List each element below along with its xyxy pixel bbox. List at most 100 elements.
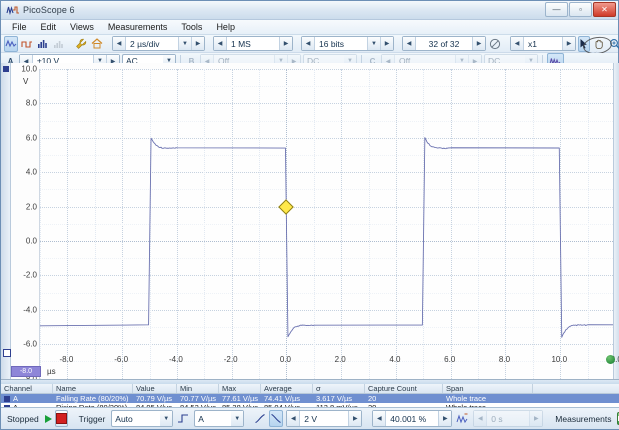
no-entry-icon[interactable] <box>488 36 502 52</box>
cursor-arrow-icon[interactable] <box>578 35 590 52</box>
xy-mode-button[interactable] <box>52 36 66 52</box>
timebase-control[interactable]: ◀ 2 µs/div ▼ ▶ <box>112 36 205 51</box>
right-scroll-bar[interactable] <box>613 63 619 379</box>
menu-item-tools[interactable]: Tools <box>181 22 203 32</box>
channel-a-top-marker[interactable] <box>2 66 9 72</box>
resolution-value[interactable]: 16 bits <box>315 37 367 50</box>
channel-c-icon[interactable]: C <box>365 54 380 68</box>
zoom-factor-next-button[interactable]: ▶ <box>562 37 575 50</box>
zoom-factor-control[interactable]: ◀ x1 ▶ <box>510 36 576 51</box>
main-toolbar: ◀ 2 µs/div ▼ ▶ ◀ 1 MS ▶ ◀ 16 bits ▼ ▶ ◀ … <box>1 35 619 64</box>
magnifier-plus-icon[interactable] <box>608 36 619 52</box>
gridline-vertical-minor <box>259 69 261 413</box>
close-button[interactable]: ✕ <box>593 2 616 17</box>
post-trigger-value[interactable]: 0 s <box>487 411 530 426</box>
pretrigger-prev-button[interactable]: ◀ <box>373 411 387 426</box>
resolution-next-button[interactable]: ▶ <box>380 37 393 50</box>
trigger-level-prev-button[interactable]: ◀ <box>287 411 301 426</box>
x-axis-scroll-thumb[interactable]: -8.0 <box>11 366 41 377</box>
add-measurement-icon[interactable] <box>616 412 619 425</box>
spectrum-mode-button[interactable] <box>20 36 34 52</box>
trigger-level-control[interactable]: ◀ 2 V ▶ <box>286 410 363 427</box>
play-triangle-icon[interactable] <box>44 410 53 427</box>
menu-item-file[interactable]: File <box>12 22 27 32</box>
channel-b-icon[interactable]: B <box>184 54 199 68</box>
column-header-name[interactable]: Name <box>53 384 133 393</box>
home-button[interactable] <box>90 36 104 52</box>
table-row[interactable]: A Falling Rate (80/20%) 70.79 V/µs 70.77… <box>1 394 619 403</box>
y-axis-tick: 4.0 <box>25 167 37 177</box>
samples-prev-button[interactable]: ◀ <box>214 37 227 50</box>
hand-icon[interactable] <box>592 36 606 52</box>
column-header-value[interactable]: Value <box>133 384 177 393</box>
timebase-dropdown-icon[interactable]: ▼ <box>178 37 191 50</box>
coupling-b-value[interactable]: DC <box>307 56 320 66</box>
column-header-span[interactable]: Span <box>443 384 533 393</box>
post-trigger-prev-button[interactable]: ◀ <box>474 411 488 426</box>
rising-edge-icon[interactable] <box>176 410 191 427</box>
trigger-mode-combo[interactable]: Auto ▼ <box>111 410 174 427</box>
samples-next-button[interactable]: ▶ <box>279 37 292 50</box>
trigger-source-value[interactable]: A <box>198 413 204 424</box>
samples-value[interactable]: 1 MS <box>227 37 279 50</box>
column-header-min[interactable]: Min <box>177 384 219 393</box>
trigger-level-value[interactable]: 2 V <box>300 411 349 426</box>
gridline-horizontal <box>40 103 615 105</box>
resolution-prev-button[interactable]: ◀ <box>302 37 315 50</box>
gridline-horizontal-minor <box>40 155 615 156</box>
coupling-c-value[interactable]: DC <box>488 56 501 66</box>
column-header-capture-count[interactable]: Capture Count <box>365 384 443 393</box>
timebase-value[interactable]: 2 µs/div <box>126 37 178 50</box>
channel-c-range-control[interactable]: ◀ Off ▼ ▶ <box>381 53 482 69</box>
trigger-mode-value[interactable]: Auto <box>115 413 133 424</box>
advanced-trigger-icon[interactable] <box>455 410 470 427</box>
menu-item-help[interactable]: Help <box>216 22 235 32</box>
row-enabled-checkbox[interactable] <box>4 396 10 402</box>
stop-square-icon[interactable] <box>54 410 68 427</box>
scope-view: 10.08.06.04.02.00.0-2.0-4.0-6.0-8.0-10.0… <box>1 63 619 418</box>
buffer-prev-button[interactable]: ◀ <box>403 37 416 50</box>
pretrigger-control[interactable]: ◀ 40.001 % ▶ <box>372 410 453 427</box>
pretrigger-next-button[interactable]: ▶ <box>438 411 452 426</box>
channel-a-offset-marker[interactable] <box>2 349 11 357</box>
timebase-next-button[interactable]: ▶ <box>191 37 204 50</box>
buffer-value[interactable]: 32 of 32 <box>416 37 472 50</box>
menu-item-edit[interactable]: Edit <box>40 22 57 32</box>
slope-rising-icon[interactable] <box>253 410 267 427</box>
post-trigger-control[interactable]: ◀ 0 s ▶ <box>473 410 544 427</box>
settings-wrench-button[interactable] <box>74 36 88 52</box>
trigger-level-next-button[interactable]: ▶ <box>348 411 362 426</box>
slope-falling-icon[interactable] <box>269 410 284 427</box>
zoom-factor-value[interactable]: x1 <box>524 37 562 50</box>
trigger-status-indicator[interactable] <box>606 355 615 364</box>
maximize-button[interactable]: ▫ <box>569 2 592 17</box>
scope-mode-button[interactable] <box>4 35 18 52</box>
gridline-horizontal-minor <box>40 223 615 225</box>
waveform-trace-channel-a[interactable] <box>39 69 616 413</box>
trigger-mode-dropdown-icon[interactable]: ▼ <box>160 411 173 426</box>
column-header-channel[interactable]: Channel <box>1 384 53 393</box>
trigger-source-dropdown-icon[interactable]: ▼ <box>231 411 244 426</box>
coupling-a-value[interactable]: AC <box>126 56 138 66</box>
minimize-button[interactable]: — <box>545 2 568 17</box>
menu-item-measurements[interactable]: Measurements <box>107 22 168 32</box>
measurements-tab-strip[interactable] <box>1 380 619 384</box>
channel-a-vertical-bar[interactable] <box>1 63 11 379</box>
zoom-factor-prev-button[interactable]: ◀ <box>511 37 524 50</box>
column-header-average[interactable]: Average <box>261 384 313 393</box>
resolution-dropdown-icon[interactable]: ▼ <box>367 37 380 50</box>
timebase-prev-button[interactable]: ◀ <box>113 37 126 50</box>
column-header-sigma[interactable]: σ <box>313 384 365 393</box>
gridline-horizontal <box>40 309 615 311</box>
buffer-next-button[interactable]: ▶ <box>472 37 485 50</box>
column-header-max[interactable]: Max <box>219 384 261 393</box>
menu-item-views[interactable]: Views <box>70 22 94 32</box>
trigger-source-combo[interactable]: A ▼ <box>194 410 245 427</box>
post-trigger-next-button[interactable]: ▶ <box>529 411 543 426</box>
pretrigger-value[interactable]: 40.001 % <box>386 411 439 426</box>
sample-count-control[interactable]: ◀ 1 MS ▶ <box>213 36 293 51</box>
buffer-navigation-control[interactable]: ◀ 32 of 32 ▶ <box>402 36 486 51</box>
resolution-control[interactable]: ◀ 16 bits ▼ ▶ <box>301 36 394 51</box>
persistence-mode-button[interactable] <box>36 36 50 52</box>
